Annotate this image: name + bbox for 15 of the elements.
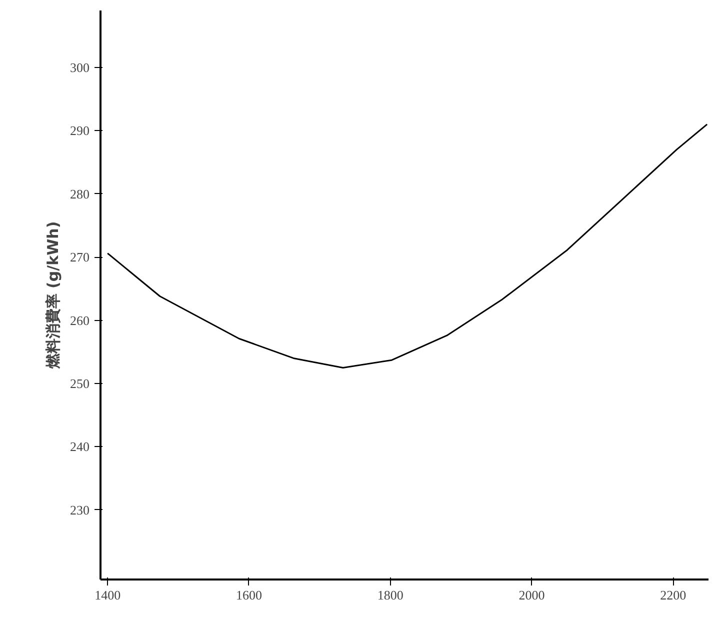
x-tick-label: 1600	[236, 588, 262, 602]
y-tick-label: 260	[70, 312, 90, 328]
y-tick-label: 240	[70, 439, 90, 454]
y-tick-label: 300	[70, 60, 90, 75]
y-tick-label: 250	[70, 376, 90, 392]
line-series	[106, 124, 708, 368]
y-tick-label: 230	[70, 502, 90, 518]
x-tick-label: 2200	[660, 588, 686, 602]
y-tick-label: 270	[70, 250, 90, 265]
x-tick-label: 1800	[377, 588, 404, 602]
y-tick-label: 280	[70, 186, 90, 202]
x-tick-label: 2000	[518, 588, 545, 602]
y-tick-label: 290	[70, 123, 90, 138]
y-axis-title: 燃料消費率 (g/kWh)	[44, 221, 62, 370]
x-tick-label: 1400	[94, 588, 121, 602]
